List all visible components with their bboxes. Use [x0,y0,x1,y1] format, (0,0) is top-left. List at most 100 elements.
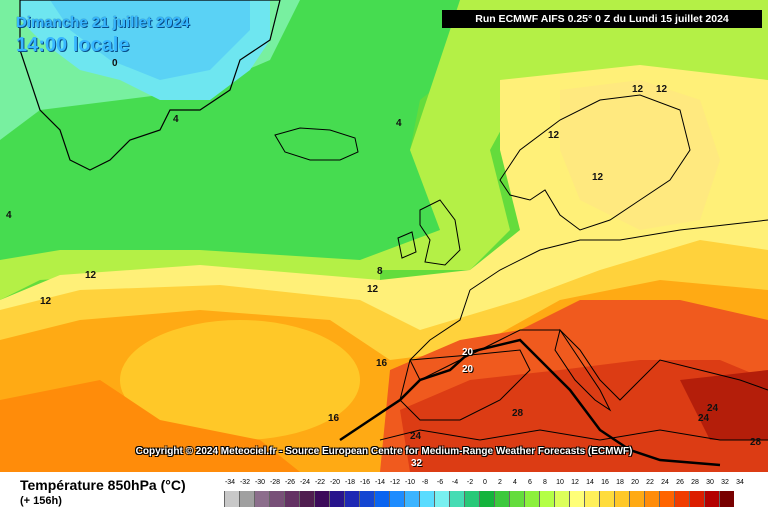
scale-color-cell [719,491,734,507]
scale-tick-label: -10 [404,479,416,486]
scale-tick-label: 2 [498,479,502,486]
legend-subtitle: (+ 156h) [20,495,62,507]
scale-color-cell [434,491,449,507]
coast-ireland [397,231,417,259]
scale-tick-label: 16 [601,479,609,486]
isotherm-label: 24 [698,413,710,424]
color-scale-cells [224,491,734,507]
isotherm-label: 24 [410,431,422,442]
scale-tick-label: 18 [616,479,624,486]
scale-tick-label: 4 [513,479,517,486]
isotherm-label: 24 [707,403,719,414]
scale-tick-label: 32 [721,479,729,486]
scale-color-cell [359,491,374,507]
scale-color-cell [569,491,584,507]
scale-tick-label: 22 [646,479,654,486]
scale-tick-label: -16 [359,479,371,486]
scale-color-cell [539,491,554,507]
isotherm-label: 28 [750,437,762,448]
scale-tick-label: -26 [284,479,296,486]
isotherm-label: 12 [548,130,560,141]
scale-tick-label: 30 [706,479,714,486]
scale-color-cell [554,491,569,507]
scale-tick-label: -2 [466,479,474,486]
scale-color-cell [329,491,344,507]
isotherm-label: 8 [377,266,383,277]
field-deepred [400,360,768,472]
scale-color-cell [674,491,689,507]
isotherm-label: 0 [112,58,118,69]
coast-scandinavia [499,94,691,231]
scale-color-cell [419,491,434,507]
field-scandinavia [560,80,720,230]
field-darkorange-sw [0,380,300,472]
map-canvas [0,0,768,472]
scale-color-cell [464,491,479,507]
scale-color-cell [389,491,404,507]
scale-color-cell [344,491,359,507]
copyright-notice: Copyright © 2024 Meteociel.fr - Source E… [135,446,633,457]
legend-title: Température 850hPa (°C) [20,477,186,493]
scale-color-cell [239,491,254,507]
scale-tick-label: -18 [344,479,356,486]
temperature-map: Dimanche 21 juillet 2024 14:00 locale Ru… [0,0,768,472]
scale-tick-label: -28 [269,479,281,486]
scale-tick-label: 28 [691,479,699,486]
scale-tick-label: 8 [543,479,547,486]
field-blob [120,320,360,440]
scale-tick-label: -30 [254,479,266,486]
scale-color-cell [689,491,704,507]
scale-color-cell [269,491,284,507]
scale-tick-label: -4 [451,479,459,486]
coast-italy [554,328,612,412]
scale-color-cell [299,491,314,507]
field-colder-cyan [50,0,250,80]
forecast-date: Dimanche 21 juillet 2024 [16,14,190,31]
scale-tick-label: 14 [586,479,594,486]
isotherm-label: 28 [512,408,524,419]
run-info-box: Run ECMWF AIFS 0.25° 0 Z du Lundi 15 jui… [442,10,762,28]
scale-color-cell [584,491,599,507]
isotherm-label: 32 [411,458,423,469]
isotherm-label: 12 [656,84,668,95]
scale-tick-label: 0 [483,479,487,486]
isotherm-label: 4 [6,210,12,221]
scale-tick-label: -34 [224,479,236,486]
scale-color-cell [374,491,389,507]
scale-tick-label: 24 [661,479,669,486]
scale-tick-label: 6 [528,479,532,486]
forecast-local-time: 14:00 locale [16,34,130,56]
scale-color-cell [629,491,644,507]
isotherm-20 [339,338,721,467]
scale-color-cell [314,491,329,507]
scale-tick-label: -14 [374,479,386,486]
scale-tick-label: 34 [736,479,744,486]
isotherm-label: 20 [462,364,474,375]
isotherm-label: 4 [396,118,402,129]
scale-color-cell [404,491,419,507]
scale-tick-label: -32 [239,479,251,486]
scale-color-cell [614,491,629,507]
scale-tick-label: 10 [556,479,564,486]
scale-tick-label: -6 [436,479,444,486]
scale-color-cell [254,491,269,507]
scale-tick-label: -20 [329,479,341,486]
scale-color-cell [449,491,464,507]
coast-africa [379,429,768,441]
coast-greenland [19,0,281,171]
scale-color-cell [284,491,299,507]
scale-color-cell [479,491,494,507]
scale-tick-label: -24 [299,479,311,486]
scale-color-cell [599,491,614,507]
scale-tick-label: -22 [314,479,326,486]
coast-iceland [274,127,359,161]
scale-color-cell [224,491,239,507]
isotherm-label: 16 [376,358,388,369]
isotherm-label: 4 [173,114,179,125]
isotherm-label: 12 [40,296,52,307]
field-darkred [680,370,768,440]
scale-color-cell [509,491,524,507]
scale-color-cell [644,491,659,507]
isotherm-label: 12 [592,172,604,183]
isotherm-label: 12 [85,270,97,281]
